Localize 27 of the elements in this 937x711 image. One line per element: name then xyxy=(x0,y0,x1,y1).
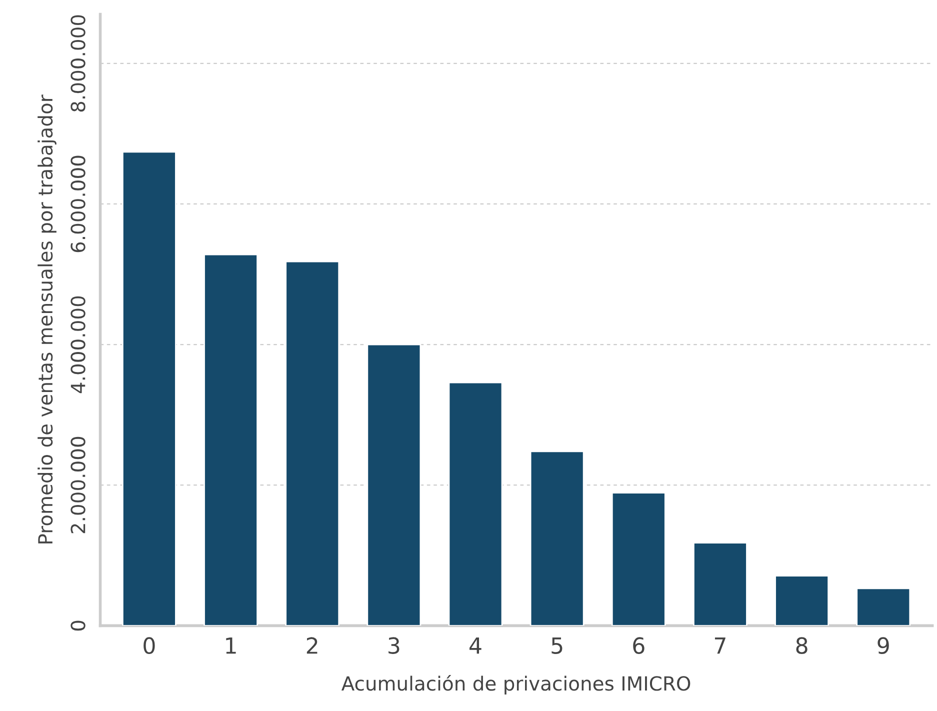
bar xyxy=(611,492,666,626)
x-axis-title: Acumulación de privaciones IMICRO xyxy=(341,674,690,695)
y-tick-label: 6.000.000 xyxy=(70,156,86,252)
x-tick-label: 6 xyxy=(633,637,644,654)
y-tick-label: 0 xyxy=(70,620,86,631)
x-tick-label: 9 xyxy=(878,637,889,654)
y-tick-label: 8.000.000 xyxy=(70,15,86,112)
bar xyxy=(122,151,176,626)
y-tick-label: 2.000.000 xyxy=(70,436,86,534)
x-tick-label: 1 xyxy=(226,637,236,654)
x-tick-label: 4 xyxy=(470,637,482,654)
bar xyxy=(693,542,748,626)
x-tick-label: 3 xyxy=(388,637,400,654)
x-tick-label: 5 xyxy=(552,637,562,654)
bar xyxy=(366,344,422,626)
bar xyxy=(448,382,503,626)
y-axis-title: Promedio de ventas mensuales por trabajador xyxy=(38,94,56,544)
bar xyxy=(285,260,340,626)
bar xyxy=(856,588,911,626)
x-tick-label: 7 xyxy=(714,637,726,654)
x-tick-label: 2 xyxy=(306,637,318,654)
x-tick-label: 0 xyxy=(144,637,155,654)
x-tick-label: 8 xyxy=(796,637,808,654)
y-tick-label: 4.000.000 xyxy=(70,296,86,394)
bar xyxy=(774,575,830,626)
bar xyxy=(530,450,584,626)
bar xyxy=(204,254,258,626)
